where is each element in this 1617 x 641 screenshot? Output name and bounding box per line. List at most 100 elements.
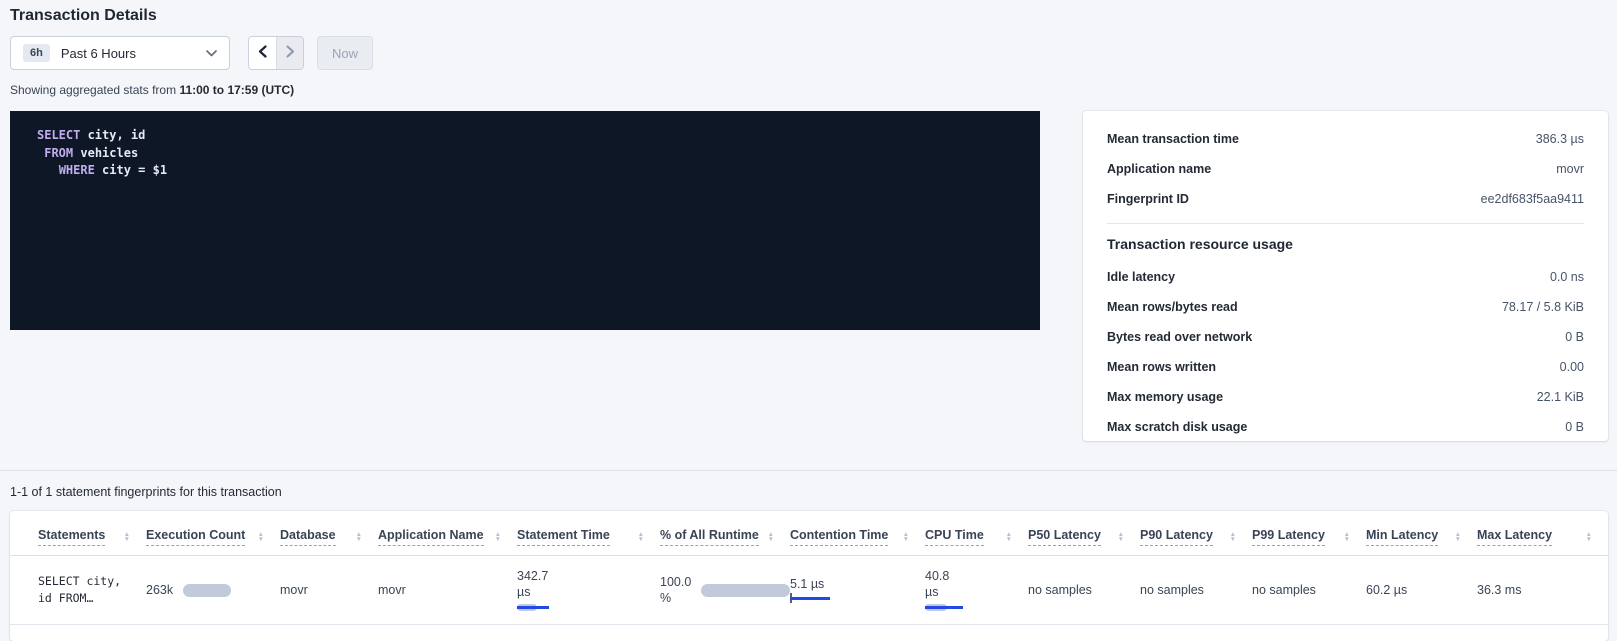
p50-latency-cell: no samples bbox=[1028, 555, 1140, 625]
section-divider bbox=[0, 470, 1617, 471]
sql-line: WHERE city = $1 bbox=[58, 163, 168, 177]
sql-statement-box: SELECT city, id FROM vehicles WHERE city… bbox=[10, 111, 1040, 330]
column-header-execution-count[interactable]: Execution Count ▲ ▼ bbox=[146, 511, 280, 556]
summary-row-mean-rows-written: Mean rows written 0.00 bbox=[1107, 352, 1584, 382]
statements-count-caption: 1-1 of 1 statement fingerprints for this… bbox=[10, 485, 282, 499]
now-button[interactable]: Now bbox=[317, 36, 374, 70]
p99-latency-cell: no samples bbox=[1252, 555, 1366, 625]
summary-value: 0.00 bbox=[1559, 360, 1584, 374]
summary-value: 0 B bbox=[1565, 420, 1584, 434]
sort-icon[interactable]: ▲ ▼ bbox=[1454, 530, 1461, 543]
statements-table-card: Statements ▲ ▼ Execution Count ▲ ▼ Database ▲… bbox=[10, 511, 1608, 641]
sort-icon[interactable]: ▲ ▼ bbox=[767, 530, 774, 543]
execution-count-bar bbox=[183, 583, 232, 597]
statement-time-cell: 342.7 µs bbox=[517, 555, 660, 625]
statement-time-bar-chart bbox=[517, 604, 660, 612]
min-latency-cell: 60.2 µs bbox=[1366, 555, 1477, 625]
cpu-time-unit: µs bbox=[925, 585, 939, 599]
statement-time-value: 342.7 bbox=[517, 569, 549, 583]
column-header-contention-time[interactable]: Contention Time ▲ ▼ bbox=[790, 511, 925, 556]
column-header-p90-latency[interactable]: P90 Latency ▲ ▼ bbox=[1140, 511, 1252, 556]
column-header-p99-latency[interactable]: P99 Latency ▲ ▼ bbox=[1252, 511, 1366, 556]
application-name-cell: movr bbox=[378, 555, 517, 625]
sort-icon[interactable]: ▲ ▼ bbox=[637, 530, 644, 543]
cpu-time-value: 40.8 bbox=[925, 569, 950, 583]
sort-icon[interactable]: ▲ ▼ bbox=[257, 530, 264, 543]
summary-row-max-memory-usage: Max memory usage 22.1 KiB bbox=[1107, 382, 1584, 412]
statements-table-header-row: Statements ▲ ▼ Execution Count ▲ ▼ Database ▲… bbox=[10, 511, 1608, 556]
next-interval-button[interactable] bbox=[276, 37, 303, 69]
statement-time-unit: µs bbox=[517, 585, 531, 599]
time-step-buttons bbox=[248, 36, 304, 70]
p90-latency-cell: no samples bbox=[1140, 555, 1252, 625]
statement-cell: SELECT city, id FROM… bbox=[10, 555, 146, 625]
summary-row-max-scratch-disk-usage: Max scratch disk usage 0 B bbox=[1107, 412, 1584, 442]
time-range-dropdown[interactable]: 6h Past 6 Hours bbox=[10, 36, 230, 70]
summary-value: 78.17 / 5.8 KiB bbox=[1501, 300, 1584, 314]
sql-keyword: WHERE bbox=[58, 163, 95, 177]
column-header-min-latency[interactable]: Min Latency ▲ ▼ bbox=[1366, 511, 1477, 556]
summary-label: Max scratch disk usage bbox=[1107, 420, 1248, 434]
runtime-percent-cell: 100.0 % bbox=[660, 555, 790, 625]
column-header-percent-of-all-runtime[interactable]: % of All Runtime ▲ ▼ bbox=[660, 511, 790, 556]
column-header-cpu-time[interactable]: CPU Time ▲ ▼ bbox=[925, 511, 1028, 556]
summary-row-bytes-read-over-network: Bytes read over network 0 B bbox=[1107, 322, 1584, 352]
cpu-time-cell: 40.8 µs bbox=[925, 555, 1028, 625]
execution-count-cell: 263k bbox=[146, 555, 280, 625]
summary-row-idle-latency: Idle latency 0.0 ns bbox=[1107, 262, 1584, 292]
aggregation-range-text: Showing aggregated stats from 11:00 to 1… bbox=[10, 83, 295, 97]
summary-value: 0 B bbox=[1565, 330, 1584, 344]
statements-table: Statements ▲ ▼ Execution Count ▲ ▼ Database ▲… bbox=[10, 511, 1608, 625]
sql-keyword: FROM bbox=[44, 145, 74, 160]
column-header-max-latency[interactable]: Max Latency ▲ ▼ bbox=[1477, 511, 1608, 556]
sql-keyword: SELECT bbox=[37, 128, 81, 142]
time-range-label: Past 6 Hours bbox=[60, 45, 136, 61]
database-cell: movr bbox=[280, 555, 378, 625]
sql-line: SELECT city, id bbox=[37, 128, 146, 142]
chevron-right-icon bbox=[286, 45, 295, 61]
summary-value: movr bbox=[1556, 162, 1584, 176]
summary-row-mean-transaction-time: Mean transaction time 386.3 µs bbox=[1107, 124, 1584, 154]
details-grid: SELECT city, id FROM vehicles WHERE city… bbox=[10, 111, 1608, 441]
sort-icon[interactable]: ▲ ▼ bbox=[123, 530, 130, 543]
summary-row-application-name: Application name movr bbox=[1107, 154, 1584, 184]
cpu-time-bar-chart bbox=[925, 604, 1028, 612]
summary-label: Idle latency bbox=[1107, 270, 1176, 284]
contention-time-bar-chart bbox=[790, 593, 925, 603]
column-header-database[interactable]: Database ▲ ▼ bbox=[280, 511, 378, 556]
summary-value: ee2df683f5aa9411 bbox=[1480, 192, 1584, 206]
summary-label: Bytes read over network bbox=[1107, 330, 1253, 344]
transaction-summary-card: Mean transaction time 386.3 µs Applicati… bbox=[1083, 111, 1608, 441]
previous-interval-button[interactable] bbox=[249, 37, 276, 69]
summary-label: Application name bbox=[1107, 162, 1212, 176]
runtime-percent-unit: % bbox=[660, 591, 672, 605]
sort-icon[interactable]: ▲ ▼ bbox=[355, 530, 362, 543]
sort-icon[interactable]: ▲ ▼ bbox=[1229, 530, 1236, 543]
summary-label: Max memory usage bbox=[1107, 390, 1224, 404]
aggregation-range-bold: 11:00 to 17:59 (UTC) bbox=[179, 83, 295, 97]
sort-icon[interactable]: ▲ ▼ bbox=[494, 530, 501, 543]
summary-row-fingerprint-id: Fingerprint ID ee2df683f5aa9411 bbox=[1107, 184, 1584, 214]
sort-icon[interactable]: ▲ ▼ bbox=[1585, 530, 1592, 543]
summary-row-mean-rows-bytes-read: Mean rows/bytes read 78.17 / 5.8 KiB bbox=[1107, 292, 1584, 322]
column-header-application-name[interactable]: Application Name ▲ ▼ bbox=[378, 511, 517, 556]
summary-label: Mean rows/bytes read bbox=[1107, 300, 1238, 314]
time-range-badge: 6h bbox=[23, 44, 50, 62]
chevron-left-icon bbox=[258, 45, 267, 61]
column-header-statements[interactable]: Statements ▲ ▼ bbox=[10, 511, 146, 556]
statement-link[interactable]: SELECT city, id FROM… bbox=[38, 574, 122, 605]
runtime-percent-bar bbox=[701, 583, 790, 597]
summary-value: 0.0 ns bbox=[1549, 270, 1584, 284]
column-header-statement-time[interactable]: Statement Time ▲ ▼ bbox=[517, 511, 660, 556]
summary-value: 386.3 µs bbox=[1535, 132, 1584, 146]
column-header-p50-latency[interactable]: P50 Latency ▲ ▼ bbox=[1028, 511, 1140, 556]
statement-row: SELECT city, id FROM… 263k movr movr 342.… bbox=[10, 555, 1608, 625]
summary-label: Mean transaction time bbox=[1107, 132, 1239, 146]
sort-icon[interactable]: ▲ ▼ bbox=[1117, 530, 1124, 543]
summary-label: Mean rows written bbox=[1107, 360, 1217, 374]
page-title: Transaction Details bbox=[10, 7, 157, 24]
summary-value: 22.1 KiB bbox=[1536, 390, 1584, 404]
sort-icon[interactable]: ▲ ▼ bbox=[1343, 530, 1350, 543]
sort-icon[interactable]: ▲ ▼ bbox=[1005, 530, 1012, 543]
sort-icon[interactable]: ▲ ▼ bbox=[902, 530, 909, 543]
